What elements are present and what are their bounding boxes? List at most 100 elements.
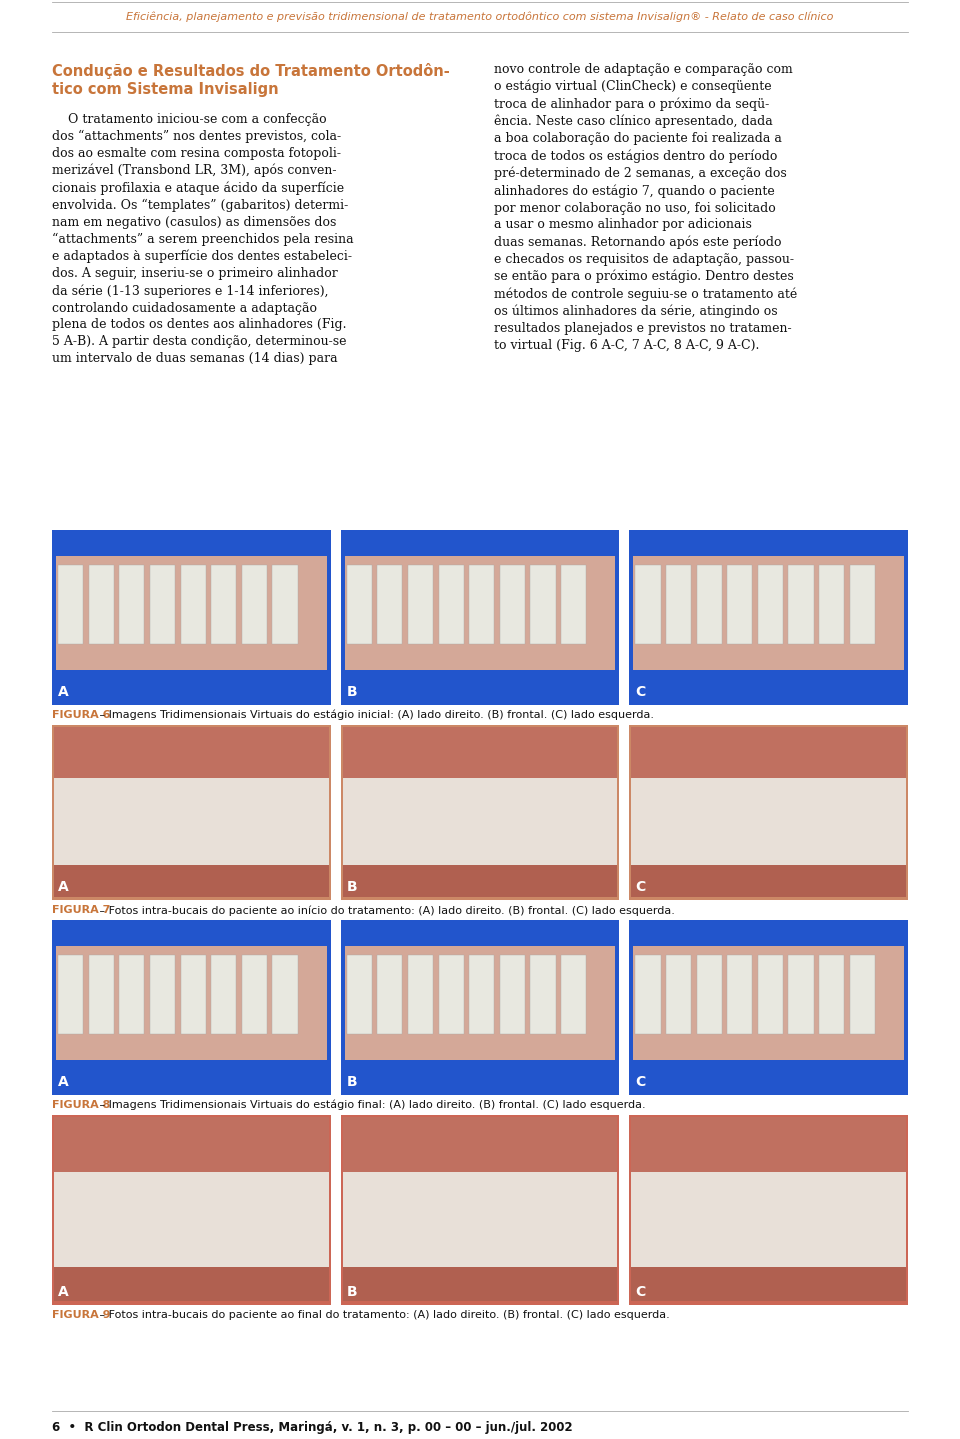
Bar <box>408 566 433 643</box>
Text: Eficiência, planejamento e previsão tridimensional de tratamento ortodôntico com: Eficiência, planejamento e previsão trid… <box>127 12 833 22</box>
Bar <box>728 955 753 1033</box>
Bar <box>343 865 617 896</box>
Bar <box>850 566 875 643</box>
Text: B: B <box>347 1285 357 1299</box>
Bar <box>341 1115 619 1305</box>
Bar <box>630 725 908 899</box>
Bar <box>345 557 615 671</box>
Bar <box>630 1115 908 1305</box>
Bar <box>54 1171 328 1266</box>
Bar <box>531 955 556 1033</box>
Bar <box>52 725 330 899</box>
Bar <box>343 777 617 865</box>
Bar <box>728 566 753 643</box>
Bar <box>697 566 722 643</box>
Bar <box>469 955 494 1033</box>
Bar <box>788 955 814 1033</box>
Bar <box>632 777 906 865</box>
Bar <box>819 955 844 1033</box>
Bar <box>500 955 525 1033</box>
Bar <box>52 920 330 1095</box>
Text: O tratamento iniciou-se com a confecção
dos “attachments” nos dentes previstos, : O tratamento iniciou-se com a confecção … <box>52 114 353 366</box>
Bar <box>347 566 372 643</box>
Bar <box>634 557 904 671</box>
Bar <box>632 727 906 780</box>
Text: – Fotos intra-bucais do paciente ao início do tratamento: (A) lado direito. (B) : – Fotos intra-bucais do paciente ao iníc… <box>96 905 675 915</box>
Bar <box>634 947 904 1061</box>
Text: – Imagens Tridimensionais Virtuais do estágio final: (A) lado direito. (B) front: – Imagens Tridimensionais Virtuais do es… <box>96 1099 646 1111</box>
Bar <box>150 955 175 1033</box>
Text: FIGURA 9: FIGURA 9 <box>52 1309 110 1320</box>
Bar <box>666 566 691 643</box>
Bar <box>531 566 556 643</box>
Text: C: C <box>636 1075 645 1089</box>
Bar <box>345 947 615 1061</box>
Bar <box>343 1171 617 1266</box>
Text: FIGURA 7: FIGURA 7 <box>52 905 110 915</box>
Bar <box>561 566 587 643</box>
Bar <box>636 566 660 643</box>
Bar <box>242 955 267 1033</box>
Bar <box>56 557 326 671</box>
Text: B: B <box>347 881 357 894</box>
Bar <box>273 566 298 643</box>
Bar <box>630 530 908 705</box>
Bar <box>439 566 464 643</box>
Bar <box>469 566 494 643</box>
Text: Condução e Resultados do Tratamento Ortodôn-
tico com Sistema Invisalign: Condução e Resultados do Tratamento Orto… <box>52 63 449 96</box>
Bar <box>150 566 175 643</box>
Bar <box>561 955 587 1033</box>
Text: C: C <box>636 685 645 699</box>
Bar <box>632 1266 906 1301</box>
Text: A: A <box>58 881 69 894</box>
Bar <box>757 566 783 643</box>
Bar <box>632 1117 906 1174</box>
Bar <box>58 955 84 1033</box>
Bar <box>377 566 402 643</box>
Bar <box>54 865 328 896</box>
Bar <box>341 725 619 899</box>
Bar <box>636 955 660 1033</box>
Text: FIGURA 8: FIGURA 8 <box>52 1099 110 1109</box>
Bar <box>273 955 298 1033</box>
Bar <box>788 566 814 643</box>
Bar <box>211 955 236 1033</box>
Bar <box>439 955 464 1033</box>
Text: novo controle de adaptação e comparação com
o estágio virtual (ClinCheck) e cons: novo controle de adaptação e comparação … <box>494 63 797 351</box>
Bar <box>52 530 330 705</box>
Bar <box>52 1115 330 1305</box>
Bar <box>666 955 691 1033</box>
Bar <box>54 1266 328 1301</box>
Text: FIGURA 6: FIGURA 6 <box>52 709 110 720</box>
Bar <box>819 566 844 643</box>
Text: C: C <box>636 1285 645 1299</box>
Bar <box>56 947 326 1061</box>
Text: A: A <box>58 1285 69 1299</box>
Text: A: A <box>58 1075 69 1089</box>
Bar <box>697 955 722 1033</box>
Text: A: A <box>58 685 69 699</box>
Bar <box>630 920 908 1095</box>
Bar <box>343 727 617 780</box>
Bar <box>119 566 144 643</box>
Text: B: B <box>347 685 357 699</box>
Bar <box>632 1171 906 1266</box>
Bar <box>757 955 783 1033</box>
Text: 6  •  R Clin Ortodon Dental Press, Maringá, v. 1, n. 3, p. 00 – 00 – jun./jul. 2: 6 • R Clin Ortodon Dental Press, Maringá… <box>52 1420 572 1435</box>
Text: – Fotos intra-bucais do paciente ao final do tratamento: (A) lado direito. (B) f: – Fotos intra-bucais do paciente ao fina… <box>96 1309 670 1320</box>
Bar <box>242 566 267 643</box>
Bar <box>377 955 402 1033</box>
Bar <box>58 566 84 643</box>
Bar <box>341 530 619 705</box>
Bar <box>88 566 114 643</box>
Bar <box>54 777 328 865</box>
Bar <box>180 566 205 643</box>
Bar <box>850 955 875 1033</box>
Bar <box>211 566 236 643</box>
Bar <box>119 955 144 1033</box>
Bar <box>88 955 114 1033</box>
Bar <box>341 920 619 1095</box>
Text: B: B <box>347 1075 357 1089</box>
Bar <box>54 1117 328 1174</box>
Text: – Imagens Tridimensionais Virtuais do estágio inicial: (A) lado direito. (B) fro: – Imagens Tridimensionais Virtuais do es… <box>96 709 654 721</box>
